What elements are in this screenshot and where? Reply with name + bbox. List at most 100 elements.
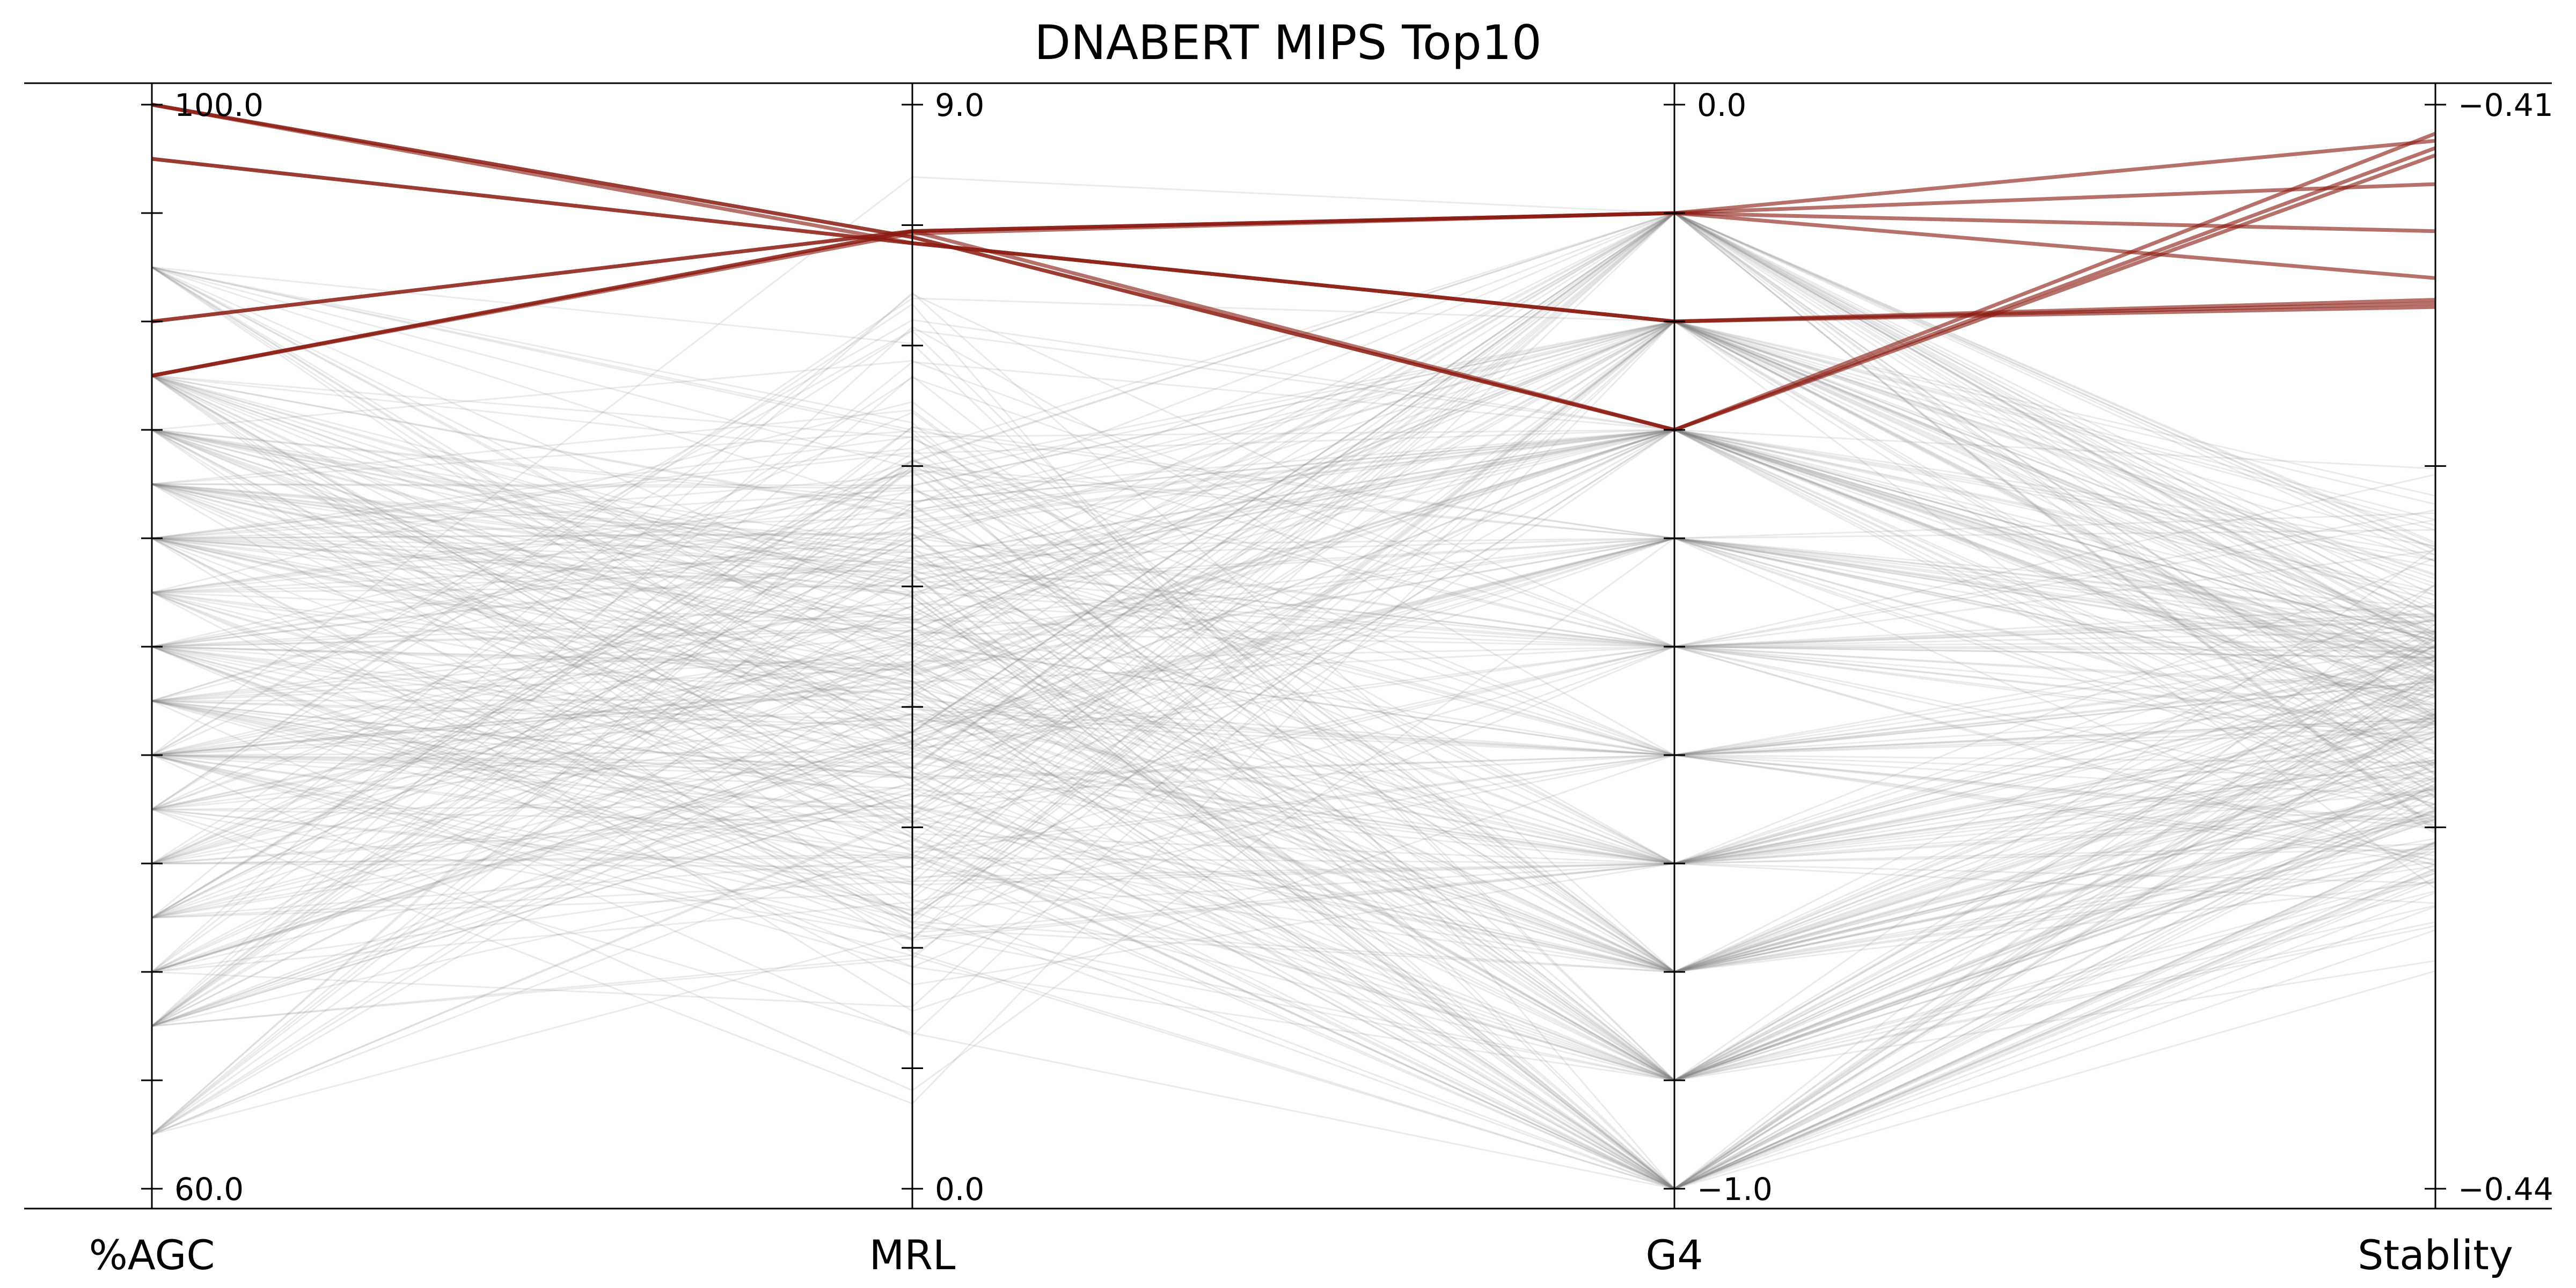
background-series-line [151,788,2436,973]
background-series-line [151,429,2436,1190]
background-series-line [151,212,2436,770]
background-series-line [151,504,2436,1136]
background-series-line [151,483,2436,658]
background-series-line [151,375,2436,724]
background-series-line [151,426,2436,1027]
background-series-line [151,537,2436,1190]
background-series-line [151,429,2436,594]
background-series-line [151,469,2436,780]
background-series-line [151,375,2436,866]
background-series-line [151,320,2436,562]
background-series-line [151,483,2436,1081]
background-series-line [151,459,2436,919]
background-series-line [151,293,2436,919]
background-series-line [151,266,2436,1081]
background-series-line [151,429,2436,1027]
background-series-line [151,532,2436,1081]
background-series-line [151,717,2436,1081]
background-series-line [151,620,2436,865]
background-series-line [151,754,2436,1081]
background-series-line [151,700,2436,1190]
background-series-line [151,429,2436,750]
background-series-line [151,606,2436,973]
background-series-line [151,713,2436,973]
background-series-line [151,429,2436,793]
background-series-line [151,330,2436,1081]
background-series-line [151,429,2436,658]
background-series-line [151,320,2436,1136]
background-series-line [151,429,2436,865]
background-series-line [151,320,2436,810]
background-series-line [151,212,2436,843]
background-series-line [151,212,2436,919]
background-series-line [151,537,2436,648]
background-series-line [151,429,2436,865]
background-series-line [151,429,2436,650]
background-series-line [151,376,2436,865]
background-series-line [151,320,2436,697]
background-series-line [151,591,2436,1190]
background-series-line [151,591,2436,1190]
background-series-line [151,573,2436,1190]
background-series-line [151,809,2436,1081]
background-series-line [151,320,2436,1008]
background-series-line [151,646,2436,756]
background-series-line [151,212,2436,865]
background-series-line [151,266,2436,789]
background-series-line [151,584,2436,648]
background-series-line [151,459,2436,1136]
background-series-line [151,320,2436,920]
background-series-line [151,212,2436,868]
background-series-line [151,591,2436,1190]
background-series-line [151,537,2436,653]
background-series-line [151,320,2436,1027]
background-series-line [151,680,2436,973]
background-series-line [151,591,2436,1190]
background-series-line [151,375,2436,767]
background-series-line [151,700,2436,1081]
highlighted-series-line [151,157,2436,324]
background-series-line [151,469,2436,1027]
background-series-line [151,646,2436,973]
background-series-line [151,320,2436,691]
background-series-line [151,660,2436,1081]
background-series-line [151,320,2436,865]
background-series-line [151,375,2436,1190]
background-series-line [151,537,2436,728]
background-series-line [151,447,2436,973]
background-series-line [151,429,2436,919]
background-series-line [151,429,2436,810]
background-series-line [151,537,2436,734]
background-series-line [151,483,2436,1190]
background-series-line [151,320,2436,940]
background-series-line [151,754,2436,973]
background-series-line [151,401,2436,973]
background-series-line [151,266,2436,865]
background-series-line [151,320,2436,875]
background-series-line [151,429,2436,719]
background-series-line [151,320,2436,899]
axis-min-label: −0.44 [2458,1171,2553,1208]
background-series-line [151,291,2436,973]
background-series-line [151,212,2436,919]
background-series-line [151,483,2436,1190]
axis-min-label: −1.0 [1697,1171,1773,1208]
background-series-line [151,297,2436,889]
background-series-line [151,646,2436,865]
background-series-line [151,429,2436,648]
background-series-line [151,661,2436,850]
background-series-line [151,547,2436,1081]
background-series-line [151,759,2436,1027]
background-series-line [151,212,2436,769]
axis-name-label: G4 [1645,1231,1703,1279]
background-series-line [151,628,2436,973]
axes-group: 100.0 60.0 %AGC 9.0 0.0 MRL 0.0 −1.0 G4 −0.41 −0.4… [89,83,2553,1279]
background-series-line [151,692,2436,1136]
background-series-line [151,429,2436,702]
background-series-line [151,537,2436,1190]
background-series-line [151,537,2436,756]
background-series-line [151,537,2436,973]
background-series-line [151,429,2436,633]
background-series-line [151,212,2436,919]
background-series-line [151,623,2436,1081]
